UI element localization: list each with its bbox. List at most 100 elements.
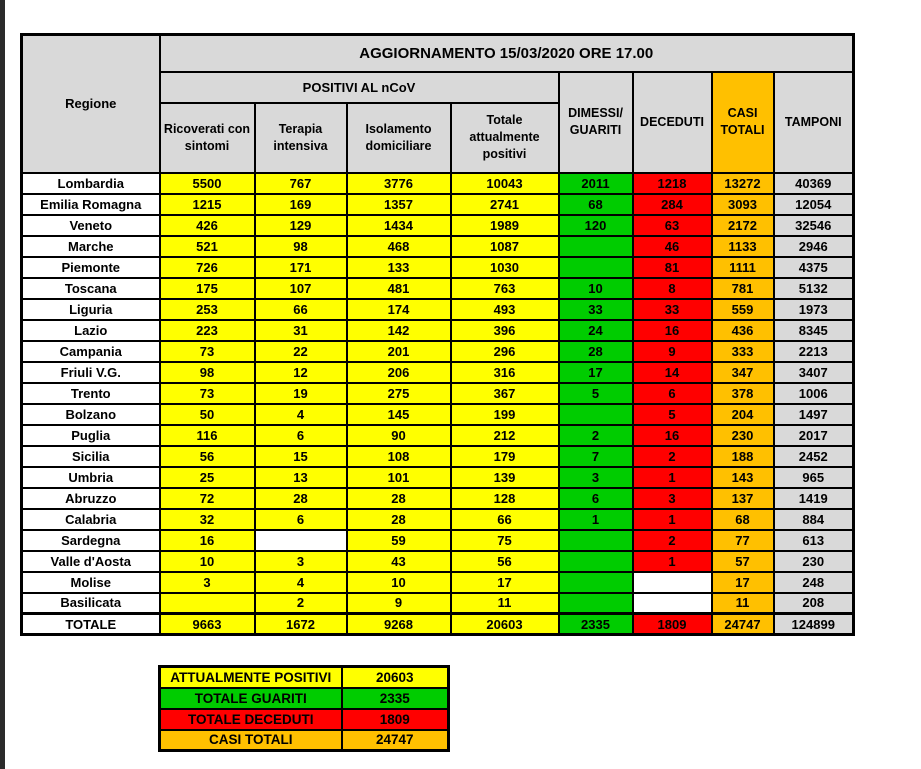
region-name-cell: Lazio — [20, 318, 161, 342]
table-row: Basilicata 2 9 11 11 208 — [20, 591, 855, 615]
data-cell: 17 — [710, 570, 775, 594]
data-cell: 24747 — [710, 612, 775, 636]
data-cell: 2 — [557, 423, 634, 447]
data-cell: 75 — [449, 528, 560, 552]
data-cell: 9 — [631, 339, 713, 363]
summary-label-attualmente-positivi: ATTUALMENTE POSITIVI — [158, 665, 343, 689]
col-header-terapia-intensiva: Terapia intensiva — [253, 101, 348, 174]
data-cell: 1989 — [449, 213, 560, 237]
data-cell: 46 — [631, 234, 713, 258]
data-cell: 11 — [449, 591, 560, 615]
data-cell: 11 — [710, 591, 775, 615]
data-cell: 81 — [631, 255, 713, 279]
data-cell: 2017 — [772, 423, 855, 447]
data-cell: 142 — [345, 318, 452, 342]
table-row: Veneto 426 129 1434 1989 120 63 2172 32546 — [20, 213, 855, 237]
data-cell: 613 — [772, 528, 855, 552]
data-cell: 9663 — [158, 612, 256, 636]
col-header-ricoverati: Ricoverati con sintomi — [158, 101, 256, 174]
data-cell: 248 — [772, 570, 855, 594]
data-cell: 367 — [449, 381, 560, 405]
col-header-isolamento: Isolamento domiciliare — [345, 101, 452, 174]
region-name-cell: Basilicata — [20, 591, 161, 615]
region-column-header: Regione — [20, 33, 161, 174]
group-header-row: POSITIVI AL nCoV DIMESSI/ GUARITI DECEDU… — [22, 70, 855, 174]
data-cell: 253 — [158, 297, 256, 321]
data-cell: 284 — [631, 192, 713, 216]
positivi-group-header: POSITIVI AL nCoV — [158, 70, 560, 104]
summary-value-casi-totali: 24747 — [340, 728, 450, 752]
region-name-cell: Valle d'Aosta — [20, 549, 161, 573]
data-cell: 33 — [557, 297, 634, 321]
data-cell: 2172 — [710, 213, 775, 237]
table-row: Sardegna 16 59 75 2 77 613 — [20, 528, 855, 552]
data-cell: 3407 — [772, 360, 855, 384]
data-cell: 33 — [631, 297, 713, 321]
data-cell: 90 — [345, 423, 452, 447]
region-name-cell: Friuli V.G. — [20, 360, 161, 384]
data-cell: 77 — [710, 528, 775, 552]
data-cell: 1 — [631, 465, 713, 489]
summary-value-totale-deceduti: 1809 — [340, 707, 450, 731]
data-cell: 965 — [772, 465, 855, 489]
data-cell: 1434 — [345, 213, 452, 237]
data-cell: 1215 — [158, 192, 256, 216]
col-header-tamponi: TAMPONI — [772, 70, 855, 174]
data-cell: 171 — [253, 255, 348, 279]
data-cell: 72 — [158, 486, 256, 510]
data-cell: 40369 — [772, 171, 855, 195]
table-row: Bolzano 50 4 145 199 5 204 1497 — [20, 402, 855, 426]
data-cell: 5500 — [158, 171, 256, 195]
covid-regions-table: Regione AGGIORNAMENTO 15/03/2020 ORE 17.… — [20, 33, 855, 636]
data-cell: 17 — [449, 570, 560, 594]
data-cell: 28 — [557, 339, 634, 363]
col-header-totale-positivi: Totale attualmente positivi — [449, 101, 560, 174]
region-name-cell: Sicilia — [20, 444, 161, 468]
data-cell: 32 — [158, 507, 256, 531]
region-name-cell: Lombardia — [20, 171, 161, 195]
data-cell: 767 — [253, 171, 348, 195]
data-cell: 2 — [631, 528, 713, 552]
data-cell: 201 — [345, 339, 452, 363]
data-cell: 275 — [345, 381, 452, 405]
data-cell: 145 — [345, 402, 452, 426]
data-cell: 1672 — [253, 612, 348, 636]
data-cell: 2946 — [772, 234, 855, 258]
data-cell: 8 — [631, 276, 713, 300]
data-cell: 128 — [449, 486, 560, 510]
data-cell: 116 — [158, 423, 256, 447]
data-cell: 174 — [345, 297, 452, 321]
summary-label-totale-guariti: TOTALE GUARITI — [158, 686, 343, 710]
table-row: Umbria 25 13 101 139 3 1 143 965 — [20, 465, 855, 489]
col-header-casi-totali: CASI TOTALI — [710, 70, 775, 174]
data-cell: 12054 — [772, 192, 855, 216]
region-name-cell: Toscana — [20, 276, 161, 300]
region-name-cell: Marche — [20, 234, 161, 258]
summary-value-attualmente-positivi: 20603 — [340, 665, 450, 689]
data-cell: 884 — [772, 507, 855, 531]
summary-label-totale-deceduti: TOTALE DECEDUTI — [158, 707, 343, 731]
data-cell: 57 — [710, 549, 775, 573]
data-cell: 230 — [710, 423, 775, 447]
data-cell — [631, 570, 713, 594]
data-cell: 20603 — [449, 612, 560, 636]
data-cell: 436 — [710, 318, 775, 342]
data-cell: 6 — [253, 507, 348, 531]
data-cell: 188 — [710, 444, 775, 468]
data-cell: 1087 — [449, 234, 560, 258]
data-cell: 763 — [449, 276, 560, 300]
data-cell: 223 — [158, 318, 256, 342]
summary-row: CASI TOTALI 24747 — [158, 728, 450, 752]
data-cell: 2452 — [772, 444, 855, 468]
data-cell: 139 — [449, 465, 560, 489]
data-cell: 120 — [557, 213, 634, 237]
data-cell: 6 — [253, 423, 348, 447]
data-cell: 4 — [253, 570, 348, 594]
data-cell — [631, 591, 713, 615]
table-title: AGGIORNAMENTO 15/03/2020 ORE 17.00 — [158, 33, 855, 73]
data-cell: 333 — [710, 339, 775, 363]
table-row: Liguria 253 66 174 493 33 33 559 1973 — [20, 297, 855, 321]
data-cell: 316 — [449, 360, 560, 384]
data-cell: 199 — [449, 402, 560, 426]
data-cell: 9 — [345, 591, 452, 615]
